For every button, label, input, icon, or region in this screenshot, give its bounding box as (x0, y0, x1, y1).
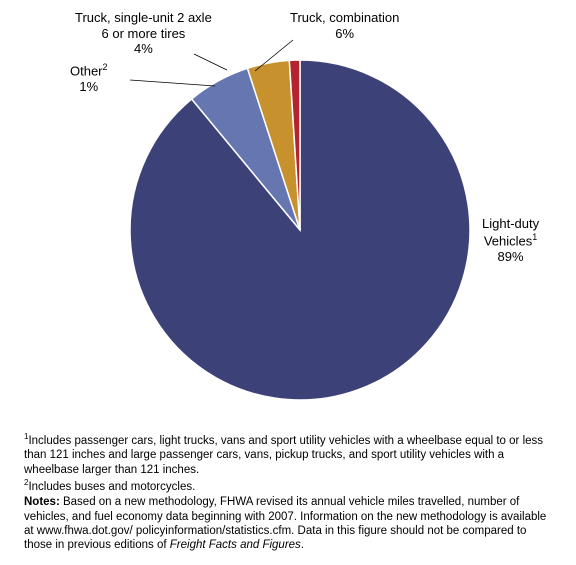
slice-label-sup: 1 (532, 232, 537, 242)
slice-label-sup: 2 (103, 62, 108, 72)
footnote-text: Includes passenger cars, light trucks, v… (24, 435, 543, 476)
notes-body-end: . (301, 539, 304, 551)
notes-label: Notes: (24, 496, 60, 508)
slice-label-truck-combination: Truck, combination 6% (290, 10, 399, 41)
footnote-text: Includes buses and motorcycles. (28, 481, 195, 493)
slice-label-truck-single-unit: Truck, single-unit 2 axle 6 or more tire… (75, 10, 212, 57)
footnotes-block: 1Includes passenger cars, light trucks, … (24, 432, 552, 554)
slice-label-light-duty: Light-duty Vehicles1 89% (482, 216, 539, 264)
notes-italic: Freight Facts and Figures (170, 539, 301, 551)
slice-label-line: Light-duty (482, 216, 539, 231)
footnote-notes: Notes: Based on a new methodology, FHWA … (24, 495, 552, 553)
slice-label-pct: 6% (290, 26, 399, 42)
slice-label-line: 6 or more tires (102, 26, 186, 41)
slice-label-pct: 1% (70, 79, 108, 95)
slice-label-line: Truck, single-unit 2 axle (75, 10, 212, 25)
slice-label-other: Other2 1% (70, 62, 108, 95)
footnote-2: 2Includes buses and motorcycles. (24, 478, 552, 494)
pie-chart-area: Light-duty Vehicles1 89% Truck, combinat… (0, 0, 576, 430)
slice-label-line: Truck, combination (290, 10, 399, 25)
slice-label-line: Other (70, 63, 103, 78)
slice-label-pct: 89% (482, 249, 539, 265)
slice-label-pct: 4% (75, 41, 212, 57)
footnote-1: 1Includes passenger cars, light trucks, … (24, 432, 552, 477)
leader-line (130, 80, 215, 86)
slice-label-line: Vehicles (484, 233, 532, 248)
